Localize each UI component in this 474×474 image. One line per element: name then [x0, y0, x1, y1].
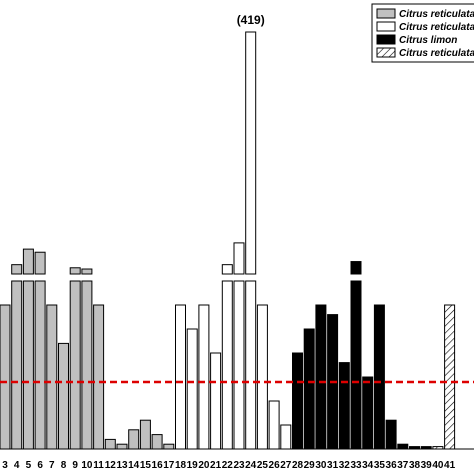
- x-tick-label: 12: [105, 460, 117, 471]
- x-tick-label: 16: [152, 460, 164, 471]
- bar-4-lower: [11, 280, 23, 450]
- bar-5-lower: [22, 280, 34, 450]
- x-tick-label: 27: [280, 460, 292, 471]
- legend-label: Citrus limon: [399, 35, 457, 46]
- x-tick-label: 41: [444, 460, 456, 471]
- x-tick-label: 10: [81, 460, 93, 471]
- legend-swatch: [376, 34, 396, 45]
- x-tick-label: 19: [187, 460, 199, 471]
- x-tick-label: 3: [2, 460, 8, 471]
- x-tick-label: 38: [409, 460, 421, 471]
- bar-9-lower: [69, 280, 81, 450]
- x-tick-label: 17: [163, 460, 175, 471]
- bar-35: [373, 304, 385, 450]
- x-tick-label: 40: [432, 460, 444, 471]
- x-tick-label: 36: [386, 460, 398, 471]
- x-tick-labels: 3 4 5 6 7 8 9 10 11 12 13 14 15 16 17 18 19 20 21 22 23 24 25 2…: [2, 460, 455, 471]
- x-tick-label: 32: [339, 460, 351, 471]
- bar-4: [11, 264, 23, 275]
- x-tick-label: 39: [421, 460, 433, 471]
- x-tick-label: 37: [397, 460, 409, 471]
- x-tick-label: 29: [304, 460, 316, 471]
- legend: Citrus reticulata Citrus reticulata Citrus…: [371, 3, 474, 63]
- x-tick-label: 6: [37, 460, 43, 471]
- bar-12: [104, 438, 116, 450]
- bar-27: [280, 424, 292, 450]
- x-tick-label: 21: [210, 460, 222, 471]
- x-tick-label: 11: [93, 460, 104, 471]
- x-tick-label: 23: [233, 460, 245, 471]
- bar-19: [186, 328, 198, 450]
- bar-9: [69, 267, 81, 275]
- value-annotation: (419): [237, 13, 265, 27]
- bar-25: [256, 304, 268, 450]
- x-tick-label: 5: [26, 460, 32, 471]
- x-tick-label: 14: [128, 460, 140, 471]
- bar-17: [163, 443, 175, 450]
- legend-label: Citrus reticulata: [399, 48, 474, 59]
- bar-33-lower: [350, 280, 362, 450]
- bar-24-lower: [245, 280, 257, 450]
- x-tick-label: 8: [61, 460, 67, 471]
- x-tick-label: 13: [116, 460, 128, 471]
- x-tick-label: 26: [269, 460, 281, 471]
- bar-28: [292, 352, 303, 450]
- legend-swatch: [376, 8, 396, 19]
- legend-swatch: [376, 21, 396, 32]
- x-tick-label: 20: [198, 460, 210, 471]
- bar-10: [81, 268, 93, 275]
- bar-14: [128, 429, 140, 450]
- x-tick-label: 35: [374, 460, 386, 471]
- bar-23: [233, 242, 245, 275]
- bar-41: [444, 304, 456, 450]
- bar-29: [303, 328, 315, 450]
- bar-21: [210, 352, 222, 450]
- bars-group: [0, 31, 474, 450]
- bar-5: [22, 248, 34, 275]
- legend-swatch: [376, 47, 396, 58]
- x-tick-label: 28: [292, 460, 304, 471]
- bar-6-lower: [34, 280, 46, 450]
- x-tick-label: 15: [140, 460, 152, 471]
- x-tick-label: 34: [362, 460, 374, 471]
- legend-label: Citrus reticulata: [399, 22, 474, 33]
- bar-26: [268, 400, 280, 450]
- bar-6: [34, 251, 46, 275]
- x-tick-label: 4: [14, 460, 20, 471]
- bar-22: [221, 264, 233, 275]
- bar-30: [315, 304, 327, 450]
- x-tick-label: 9: [72, 460, 78, 471]
- bar-22-lower: [221, 280, 233, 450]
- bar-33: [350, 261, 362, 275]
- x-tick-label: 24: [245, 460, 257, 471]
- x-tick-label: 22: [222, 460, 234, 471]
- x-tick-label: 25: [257, 460, 269, 471]
- bar-32: [338, 362, 350, 450]
- x-tick-label: 31: [327, 460, 339, 471]
- bar-37: [397, 443, 409, 450]
- x-tick-label: 18: [175, 460, 187, 471]
- bar-16: [151, 434, 163, 450]
- bar-10-lower: [81, 280, 93, 450]
- bar-23-lower: [233, 280, 245, 450]
- bar-11: [93, 304, 105, 450]
- bar-13: [116, 443, 128, 450]
- bar-34: [362, 376, 374, 450]
- x-tick-label: 30: [315, 460, 327, 471]
- bar-24: [245, 31, 257, 275]
- legend-label: Citrus reticulata: [399, 9, 474, 20]
- bar-7: [46, 304, 58, 450]
- bar-3: [0, 304, 11, 450]
- bar-36: [385, 419, 397, 450]
- bar-18: [175, 304, 186, 450]
- x-tick-label: 7: [49, 460, 55, 471]
- bar-8: [58, 342, 69, 450]
- x-tick-label: 33: [350, 460, 362, 471]
- bar-20: [198, 304, 210, 450]
- bar-15: [139, 419, 151, 450]
